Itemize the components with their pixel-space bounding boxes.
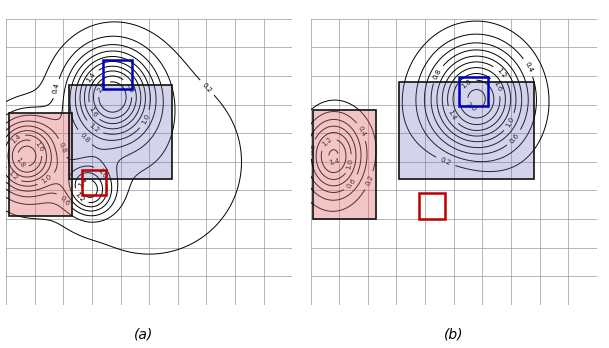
- Bar: [314, 110, 376, 219]
- Text: (a): (a): [133, 327, 153, 341]
- Text: 0.6: 0.6: [509, 132, 520, 144]
- Text: 1.4: 1.4: [328, 158, 340, 166]
- Text: 0.6: 0.6: [58, 195, 71, 207]
- Text: 0.2: 0.2: [201, 81, 213, 94]
- Text: 1.2: 1.2: [321, 136, 333, 148]
- Text: 0.8: 0.8: [432, 68, 443, 81]
- Bar: [82, 171, 107, 195]
- Text: 1.0: 1.0: [346, 158, 354, 171]
- Text: 0.4: 0.4: [52, 82, 61, 95]
- Text: 1.2: 1.2: [495, 67, 507, 80]
- Bar: [400, 82, 534, 179]
- Text: 1.8: 1.8: [124, 81, 135, 94]
- Bar: [69, 85, 172, 179]
- Text: 0.8: 0.8: [79, 131, 91, 144]
- Text: 1.4: 1.4: [10, 133, 22, 145]
- Text: 0.4: 0.4: [357, 125, 367, 138]
- Bar: [459, 77, 488, 106]
- Text: 1.0: 1.0: [505, 116, 515, 128]
- Text: 1.4: 1.4: [77, 176, 88, 189]
- Bar: [9, 113, 72, 216]
- Text: 1.2: 1.2: [88, 122, 100, 134]
- Text: 1.8: 1.8: [14, 156, 26, 169]
- Bar: [400, 82, 534, 179]
- Text: 1.0: 1.0: [141, 113, 150, 126]
- Text: 1.0: 1.0: [96, 167, 108, 180]
- Bar: [104, 60, 132, 89]
- Text: 1.2: 1.2: [74, 191, 86, 204]
- Bar: [314, 110, 376, 219]
- Text: 2.0: 2.0: [96, 81, 107, 94]
- Text: 0.8: 0.8: [58, 142, 67, 154]
- Text: 0.2: 0.2: [439, 157, 452, 167]
- Text: 1.4: 1.4: [446, 109, 457, 122]
- Text: 1.4: 1.4: [85, 71, 97, 84]
- Text: 0.4: 0.4: [524, 61, 533, 74]
- Text: 0.8: 0.8: [308, 143, 316, 155]
- Bar: [69, 85, 172, 179]
- Text: 0.2: 0.2: [365, 174, 375, 187]
- Text: 1.6: 1.6: [33, 140, 44, 153]
- Text: 1.8: 1.8: [460, 78, 473, 89]
- Bar: [9, 113, 72, 216]
- Text: 1.2: 1.2: [6, 170, 18, 182]
- Text: 2.0: 2.0: [465, 101, 477, 113]
- Bar: [420, 193, 445, 219]
- Text: 1.0: 1.0: [40, 174, 53, 185]
- Text: (b): (b): [444, 327, 463, 341]
- Text: 1.6: 1.6: [492, 80, 502, 93]
- Text: 0.6: 0.6: [346, 177, 357, 189]
- Text: 1.6: 1.6: [87, 105, 98, 118]
